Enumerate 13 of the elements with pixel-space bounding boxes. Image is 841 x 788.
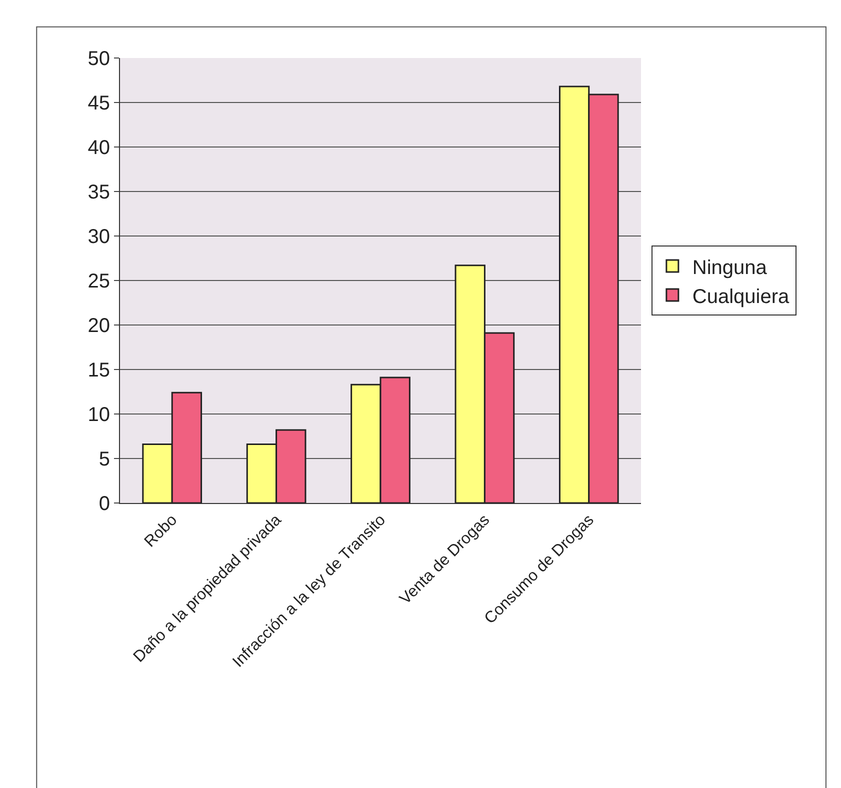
y-tick-label: 45 (88, 92, 110, 114)
y-tick-label: 15 (88, 360, 110, 382)
y-tick-label: 10 (88, 404, 110, 426)
y-tick-label: 50 (88, 48, 110, 70)
legend-label: Cualquiera (692, 286, 790, 308)
y-tick-label: 5 (98, 448, 110, 470)
legend-label: Ninguna (692, 256, 768, 279)
y-tick-label: 20 (88, 315, 110, 337)
y-tick-label: 35 (88, 182, 110, 204)
y-tick-label: 0 (98, 493, 110, 515)
y-tick-label: 30 (88, 226, 110, 248)
y-tick-label: 25 (88, 270, 110, 292)
y-tick-label: 40 (88, 137, 110, 159)
